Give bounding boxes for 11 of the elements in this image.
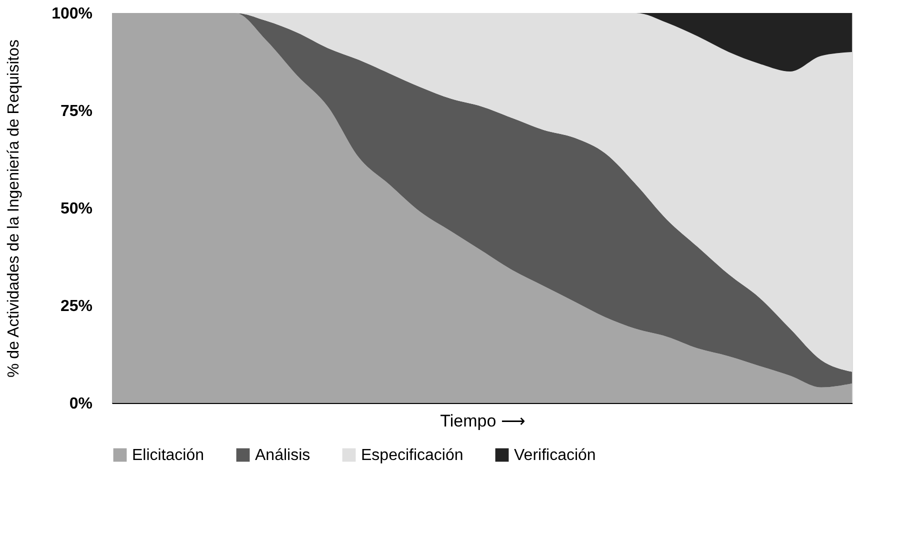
y-tick-label: 0% [69, 396, 92, 412]
y-tick-label: 75% [60, 103, 92, 120]
y-axis-title: % de Actividades de la Ingeniería de Requisitos [6, 40, 23, 378]
legend-label: Verificación [514, 447, 596, 464]
legend-label: Especificación [361, 447, 464, 464]
legend-label: Elicitación [132, 447, 204, 464]
y-tick-label: 50% [60, 200, 92, 218]
y-tick-label: 25% [60, 298, 92, 315]
legend-label: Análisis [255, 447, 310, 464]
y-tick-label: 100% [52, 6, 92, 22]
x-axis-title: Tiempo ⟶ [440, 412, 525, 430]
